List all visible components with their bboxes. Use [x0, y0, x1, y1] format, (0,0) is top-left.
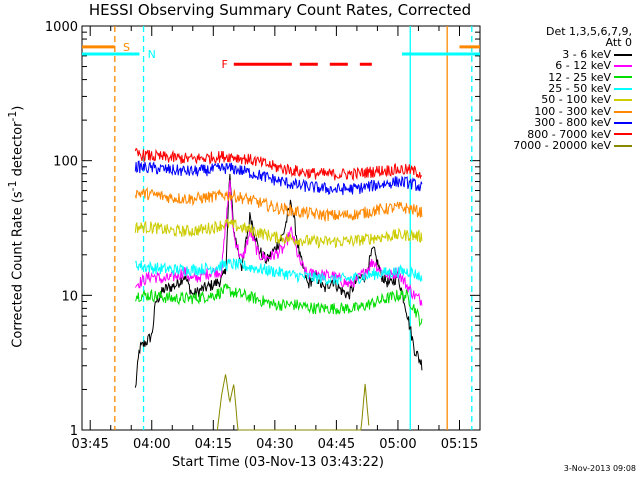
legend-item: 25 - 50 keV: [486, 83, 632, 94]
x-tick-label: 05:00: [379, 437, 416, 452]
legend-swatch: [614, 53, 632, 56]
x-tick-label: 04:15: [195, 437, 232, 452]
flag-label-S: S: [123, 41, 130, 54]
legend-swatch: [614, 87, 632, 90]
legend-detectors: Det 1,3,5,6,7,9,: [545, 25, 632, 38]
legend-item-label: 300 - 800 keV: [534, 116, 611, 130]
legend-item: 12 - 25 keV: [486, 70, 632, 84]
timestamp: 3-Nov-2013 09:08: [563, 464, 636, 473]
x-tick-label: 04:45: [318, 437, 355, 452]
legend-item: 50 - 100 keV: [486, 93, 632, 107]
legend-attenuator: Att 0: [605, 36, 632, 50]
legend-item: 800 - 7000 keV: [486, 127, 632, 141]
series-line: [134, 218, 423, 249]
x-axis-label: Start Time (03-Nov-13 03:43:22): [172, 455, 384, 470]
y-axis-label-text: Corrected Count Rate (s-1 detector-1): [6, 105, 26, 348]
legend-item-label: 50 - 100 keV: [541, 93, 611, 107]
legend-swatch: [614, 99, 632, 102]
y-tick-label: 100: [53, 155, 78, 170]
legend-item: 100 - 300 keV: [486, 104, 632, 118]
x-tick-label: 04:30: [256, 437, 293, 452]
series-line: [134, 160, 423, 196]
legend-swatch: [614, 110, 632, 113]
legend-item-label: 12 - 25 keV: [548, 70, 611, 84]
legend-item-label: 6 - 12 keV: [555, 59, 611, 73]
series-line: [216, 374, 370, 431]
series-line: [134, 180, 423, 306]
legend-item: 300 - 800 keV: [486, 116, 632, 130]
legend-item-label: 100 - 300 keV: [534, 104, 611, 118]
flag-label-F: F: [222, 58, 228, 71]
legend-item-label: 3 - 6 keV: [562, 47, 611, 61]
legend: Det 1,3,5,6,7,9, Att 0 3 - 6 keV 6 - 12 k…: [486, 26, 632, 151]
legend-swatch: [614, 133, 632, 136]
chart-title: HESSI Observing Summary Count Rates, Cor…: [88, 1, 472, 19]
series-line: [135, 257, 423, 286]
legend-item-label: 800 - 7000 keV: [527, 127, 611, 141]
legend-item: 7000 - 20000 keV: [486, 140, 632, 151]
legend-item-label: 25 - 50 keV: [548, 82, 611, 96]
legend-item: 3 - 6 keV: [486, 47, 632, 61]
x-tick-label: 03:45: [71, 437, 108, 452]
legend-swatch: [614, 121, 632, 124]
legend-swatch: [614, 64, 632, 67]
y-tick-label: 1: [70, 424, 78, 439]
x-tick-label: 04:00: [133, 437, 170, 452]
y-tick-label: 1000: [45, 20, 78, 35]
series-line: [134, 173, 423, 388]
y-axis-label: Corrected Count Rate (s-1 detector-1): [6, 57, 25, 397]
flag-label-N: N: [148, 48, 156, 61]
series-line: [134, 186, 423, 223]
y-tick-label: 10: [61, 289, 78, 304]
series-line: [134, 147, 422, 182]
series-line: [134, 283, 423, 328]
x-tick-label: 05:15: [441, 437, 478, 452]
legend-swatch: [614, 76, 632, 79]
legend-swatch: [614, 144, 632, 147]
legend-item: 6 - 12 keV: [486, 59, 632, 73]
legend-item-label: 7000 - 20000 keV: [513, 139, 611, 153]
